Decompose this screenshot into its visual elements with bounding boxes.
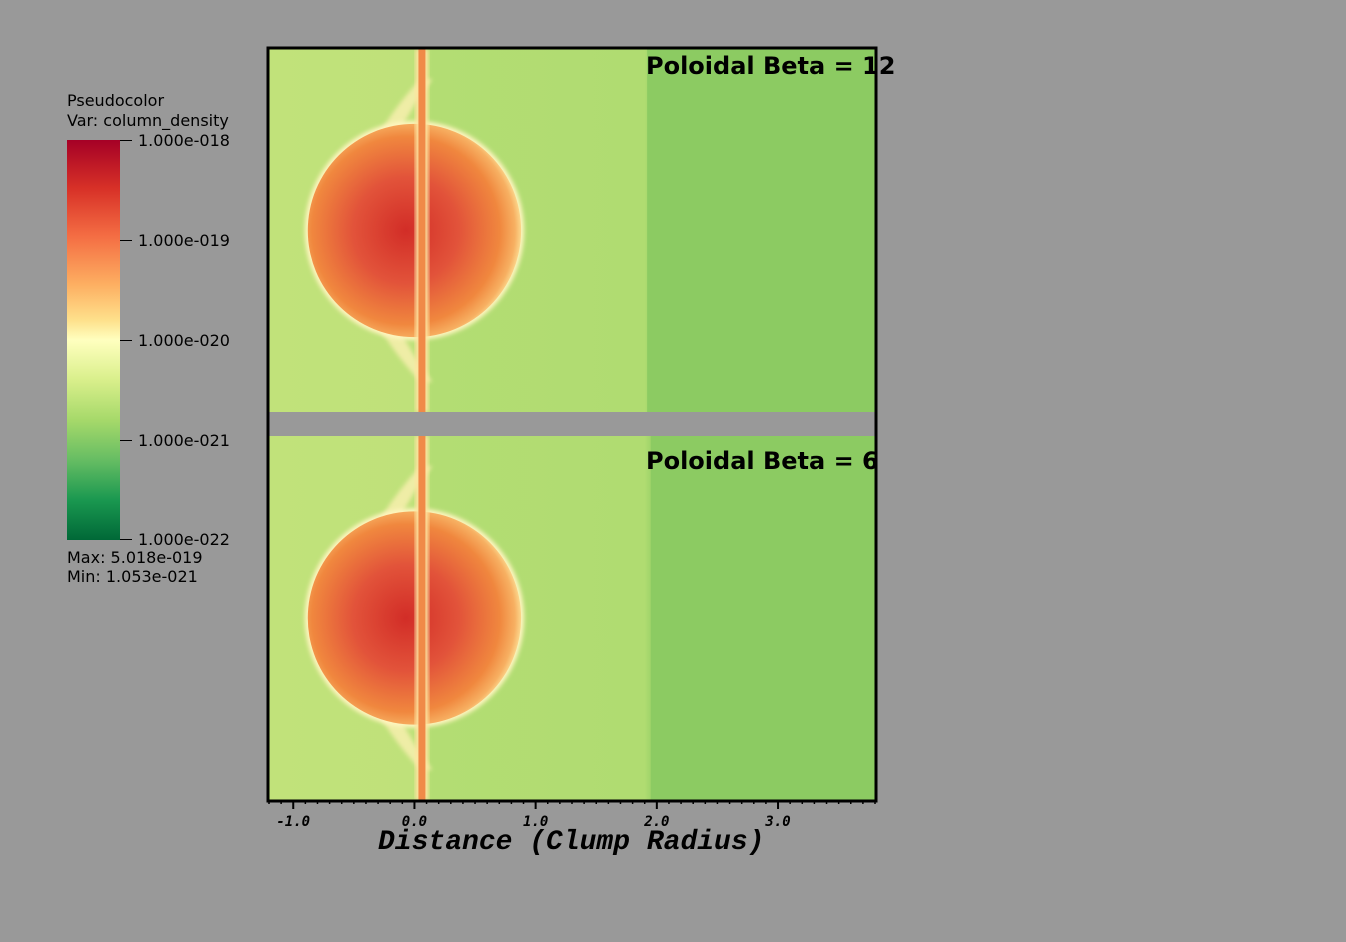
panel-1 [269, 436, 875, 800]
clump [307, 511, 522, 725]
x-axis-title: Distance (Clump Radius) [378, 827, 765, 858]
legend-max: Max: 5.018e-019 [67, 548, 203, 567]
colorbar-tick [120, 140, 132, 141]
x-tick-label: 2.0 [643, 814, 669, 830]
x-axis: -1.0 0.0 1.0 2.0 3.0 [268, 800, 876, 830]
x-tick-label: 1.0 [523, 814, 548, 830]
panel-title-bottom: Poloidal Beta = 6 [646, 447, 879, 475]
colorbar [67, 140, 120, 540]
colorbar-tick [120, 340, 132, 341]
colorbar-tick-label: 1.000e-022 [138, 530, 230, 549]
panels [269, 49, 875, 800]
colorbar-tick-label: 1.000e-021 [138, 431, 230, 450]
panel-gap [269, 412, 875, 436]
x-tick-label: -1.0 [276, 814, 310, 830]
colorbar-tick-label: 1.000e-018 [138, 131, 230, 150]
filament [418, 436, 426, 800]
shock-front-region [647, 49, 875, 412]
x-tick-label: 0.0 [402, 814, 427, 830]
shock-front-region [650, 436, 875, 800]
legend-min: Min: 1.053e-021 [67, 567, 198, 586]
colorbar-tick-label: 1.000e-020 [138, 331, 230, 350]
clump [307, 123, 522, 338]
panel-0 [269, 49, 875, 412]
filament [418, 49, 426, 412]
legend-title: Pseudocolor [67, 91, 165, 110]
colorbar-tick [120, 539, 132, 540]
colorbar-tick-label: 1.000e-019 [138, 231, 230, 250]
legend-variable: Var: column_density [67, 111, 229, 130]
colorbar-tick [120, 240, 132, 241]
colorbar-legend: Pseudocolor Var: column_density 1.000e-0… [67, 92, 267, 592]
colorbar-tick [120, 440, 132, 441]
panel-title-top: Poloidal Beta = 12 [646, 52, 896, 80]
x-tick-label: 3.0 [764, 814, 790, 830]
